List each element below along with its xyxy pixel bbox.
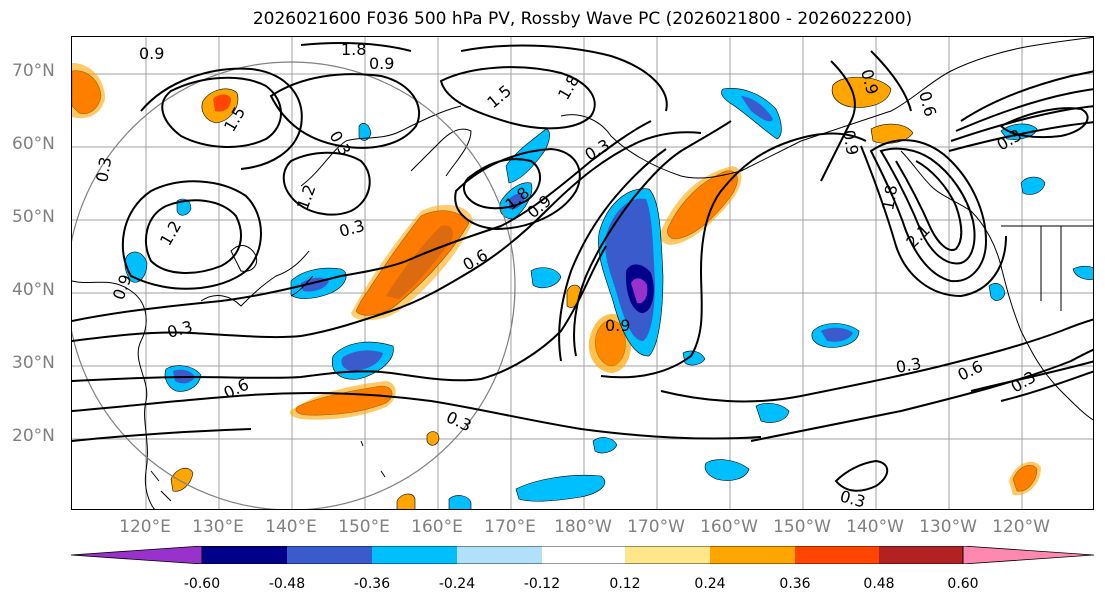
neg-anomaly-tropic5 (448, 495, 472, 509)
reference-ring (72, 61, 516, 509)
contour-label: 1.2 (293, 182, 320, 212)
lon-label-160e: 160°E (411, 517, 463, 537)
contour-label: 0.9 (369, 54, 394, 73)
colorbar-bin (202, 546, 287, 564)
lon-label-130e: 130°E (192, 517, 244, 537)
neg-anomaly-shading (124, 88, 1093, 509)
colorbar-extend-low (71, 546, 203, 564)
colorbar-bin (457, 546, 542, 564)
colorbar-tick: -0.48 (268, 576, 306, 592)
neg-anomaly-tropic4 (592, 437, 618, 454)
lon-label-160w: 160°W (700, 517, 758, 537)
colorbar-bin (795, 546, 879, 564)
contour-label: 0.9 (839, 128, 862, 156)
pv-contours (72, 42, 1093, 492)
colorbar-bin (625, 546, 710, 564)
contour-label: 0.9 (139, 44, 164, 63)
lon-label-170e: 170°E (484, 517, 536, 537)
pos-anomaly-halo (351, 204, 473, 321)
neg-anomaly-tropic3 (755, 402, 790, 423)
anomaly-shading (72, 63, 1041, 509)
colorbar (71, 546, 1094, 564)
pos-anomaly-subtrop-halo (289, 381, 396, 420)
contour-label: 0.9 (605, 316, 630, 335)
contour-label: 1.2 (156, 217, 185, 249)
lat-label-40n: 40°N (12, 280, 55, 300)
lon-label-150e: 150°E (338, 517, 390, 537)
pos-anomaly-central-halo (588, 313, 632, 373)
contour-label: 0.6 (221, 375, 252, 403)
pos-anomaly-gulf-halo (659, 166, 742, 245)
lon-label-120w: 120°W (992, 517, 1050, 537)
neg-anomaly-small-a (358, 123, 372, 141)
lon-label-120e: 120°E (119, 517, 171, 537)
neg-anomaly-coast (1072, 265, 1093, 280)
pos-anomaly-pacific-ne-halo (1009, 461, 1041, 496)
colorbar-tick: 0.12 (609, 576, 641, 592)
neg-anomaly-alaska (721, 88, 782, 140)
neg-anomaly-small-b (176, 198, 192, 216)
pos-anomaly-small2 (396, 493, 416, 509)
neg-anomaly-coast2 (988, 283, 1006, 301)
contour-label: 1.8 (341, 40, 366, 59)
contour-label: 1.8 (878, 183, 901, 211)
neg-anomaly-trough-innercore (631, 278, 648, 304)
lon-label-140e: 140°E (265, 517, 317, 537)
lat-label-60n: 60°N (12, 134, 55, 154)
colorbar-extend-high (962, 546, 1094, 564)
lat-label-30n: 30°N (12, 353, 55, 373)
neg-anomaly-tropic1 (515, 474, 606, 502)
colorbar-tick: 0.48 (863, 576, 895, 592)
plot-title: 2026021600 F036 500 hPa PV, Rossby Wave … (252, 9, 913, 29)
colorbar-bin (372, 546, 457, 564)
lon-label-140w: 140°W (846, 517, 904, 537)
contour-label: 0.3 (92, 155, 115, 183)
contour-label: 0.3 (894, 354, 922, 377)
contour-label: 0.3 (326, 128, 355, 160)
colorbar-bin (287, 546, 372, 564)
colorbar-tick: -0.12 (523, 576, 561, 592)
lon-label-130w: 130°W (919, 517, 977, 537)
neg-anomaly-pnw (1020, 176, 1046, 195)
contour-label: 1.5 (483, 81, 515, 112)
neg-anomaly-sea-core (341, 350, 383, 371)
pos-anomaly-okhotsk-core (213, 94, 231, 112)
lon-label-150w: 150°W (773, 517, 831, 537)
colorbar-tick: -0.60 (183, 576, 221, 592)
neg-anomaly-small-d (682, 350, 706, 366)
contour-label: 0.3 (838, 487, 868, 510)
lat-label-70n: 70°N (12, 61, 55, 81)
pos-anomaly-alaska2 (870, 123, 914, 144)
colorbar-tick: -0.36 (353, 576, 391, 592)
contour-label: 0.3 (165, 317, 195, 342)
pos-anomaly-philippines (170, 467, 194, 492)
pos-anomaly-west-halo (72, 63, 105, 119)
colorbar-tick: -0.24 (438, 576, 476, 592)
colorbar-bin (879, 546, 963, 564)
neg-anomaly-small-c (530, 267, 562, 289)
neg-anomaly-jet (505, 128, 550, 184)
neg-anomaly-tropic2 (704, 459, 750, 481)
map-svg: 0.9 1.8 0.9 1.5 0.3 1.2 0.3 1.2 0.9 0.3 … (72, 37, 1093, 510)
lon-label-170w: 170°W (627, 517, 685, 537)
contour-label: 0.6 (915, 89, 940, 119)
map-panel: 0.9 1.8 0.9 1.5 0.3 1.2 0.3 1.2 0.9 0.3 … (71, 36, 1094, 510)
colorbar-tick: 0.60 (947, 576, 979, 592)
colorbar-bin (710, 546, 795, 564)
lat-label-50n: 50°N (12, 207, 55, 227)
colorbar-bin (542, 546, 625, 564)
contour-label: 0.3 (582, 135, 614, 164)
colorbar-tick: 0.36 (779, 576, 811, 592)
neg-anomaly-alaska-core (741, 96, 773, 122)
pos-anomaly-bering (831, 76, 892, 108)
pos-anomaly-small3 (426, 431, 440, 446)
contour-label: 0.6 (460, 245, 492, 274)
neg-anomaly-ne-pac-core (821, 327, 853, 342)
contour-label: 1.8 (554, 71, 583, 103)
contour-label: 0.3 (443, 407, 474, 435)
colorbar-tick: 0.24 (694, 576, 726, 592)
lat-label-20n: 20°N (12, 426, 55, 446)
lon-label-180w: 180°W (554, 517, 612, 537)
